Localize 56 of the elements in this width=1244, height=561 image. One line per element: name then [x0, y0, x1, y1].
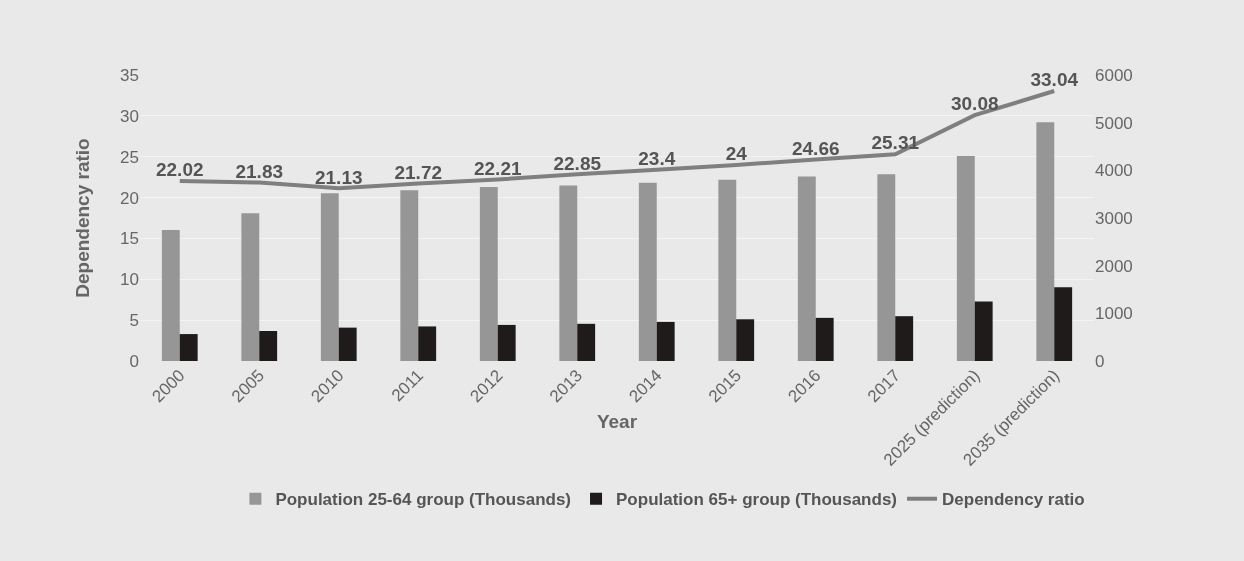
- bar: [497, 324, 516, 361]
- data-label: 23.4: [638, 148, 676, 170]
- data-label: 22.02: [155, 159, 204, 181]
- bar: [179, 334, 198, 361]
- data-label: 21.13: [314, 166, 363, 188]
- bar: [338, 327, 357, 361]
- bar: [815, 317, 834, 361]
- data-label: 24.66: [791, 137, 840, 159]
- y-tick-label: 0: [129, 351, 139, 371]
- data-label: 33.04: [1030, 69, 1079, 91]
- bar: [161, 229, 180, 361]
- y2-tick-label: 0: [1095, 351, 1105, 371]
- y2-tick-label: 3000: [1095, 208, 1133, 228]
- y-tick-label: 30: [120, 106, 139, 126]
- y2-tick-label: 5000: [1095, 113, 1133, 133]
- bar: [418, 326, 437, 361]
- bar: [718, 179, 737, 361]
- bar: [877, 174, 896, 361]
- bar: [320, 193, 339, 361]
- bar: [400, 190, 419, 361]
- legend-label: Population 25-64 group (Thousands): [275, 490, 572, 510]
- y2-tick-label: 2000: [1095, 256, 1133, 276]
- bar: [638, 182, 657, 361]
- y-tick-label: 10: [120, 270, 139, 290]
- bar: [1054, 287, 1073, 361]
- legend-label: Population 65+ group (Thousands): [616, 490, 898, 510]
- bar: [956, 156, 975, 361]
- bar: [479, 187, 498, 361]
- data-label: 30.08: [950, 93, 999, 115]
- y-tick-label: 15: [120, 229, 139, 249]
- y2-tick-label: 6000: [1095, 65, 1133, 85]
- x-axis-title: Year: [596, 411, 638, 432]
- bar: [974, 301, 993, 361]
- bar: [241, 213, 260, 361]
- bar: [1036, 122, 1055, 361]
- data-label: 22.85: [553, 152, 602, 174]
- y2-tick-label: 4000: [1095, 161, 1133, 181]
- data-label: 24: [725, 143, 748, 165]
- legend-label: Dependency ratio: [942, 490, 1085, 510]
- data-label: 22.21: [473, 157, 522, 179]
- bar: [559, 185, 578, 361]
- bar: [797, 176, 816, 361]
- data-label: 25.31: [871, 132, 920, 154]
- y-axis-title: Dependency ratio: [71, 138, 93, 298]
- data-label: 21.83: [235, 160, 284, 182]
- data-label: 21.72: [394, 161, 443, 183]
- bar: [577, 323, 596, 361]
- y-tick-label: 25: [120, 147, 139, 167]
- bar: [895, 316, 914, 361]
- bar: [736, 319, 755, 361]
- y-tick-label: 20: [120, 188, 139, 208]
- bar: [259, 330, 278, 361]
- y2-tick-label: 1000: [1095, 304, 1133, 324]
- y-tick-label: 5: [129, 311, 139, 331]
- y-tick-label: 35: [120, 65, 139, 85]
- bar: [656, 321, 675, 361]
